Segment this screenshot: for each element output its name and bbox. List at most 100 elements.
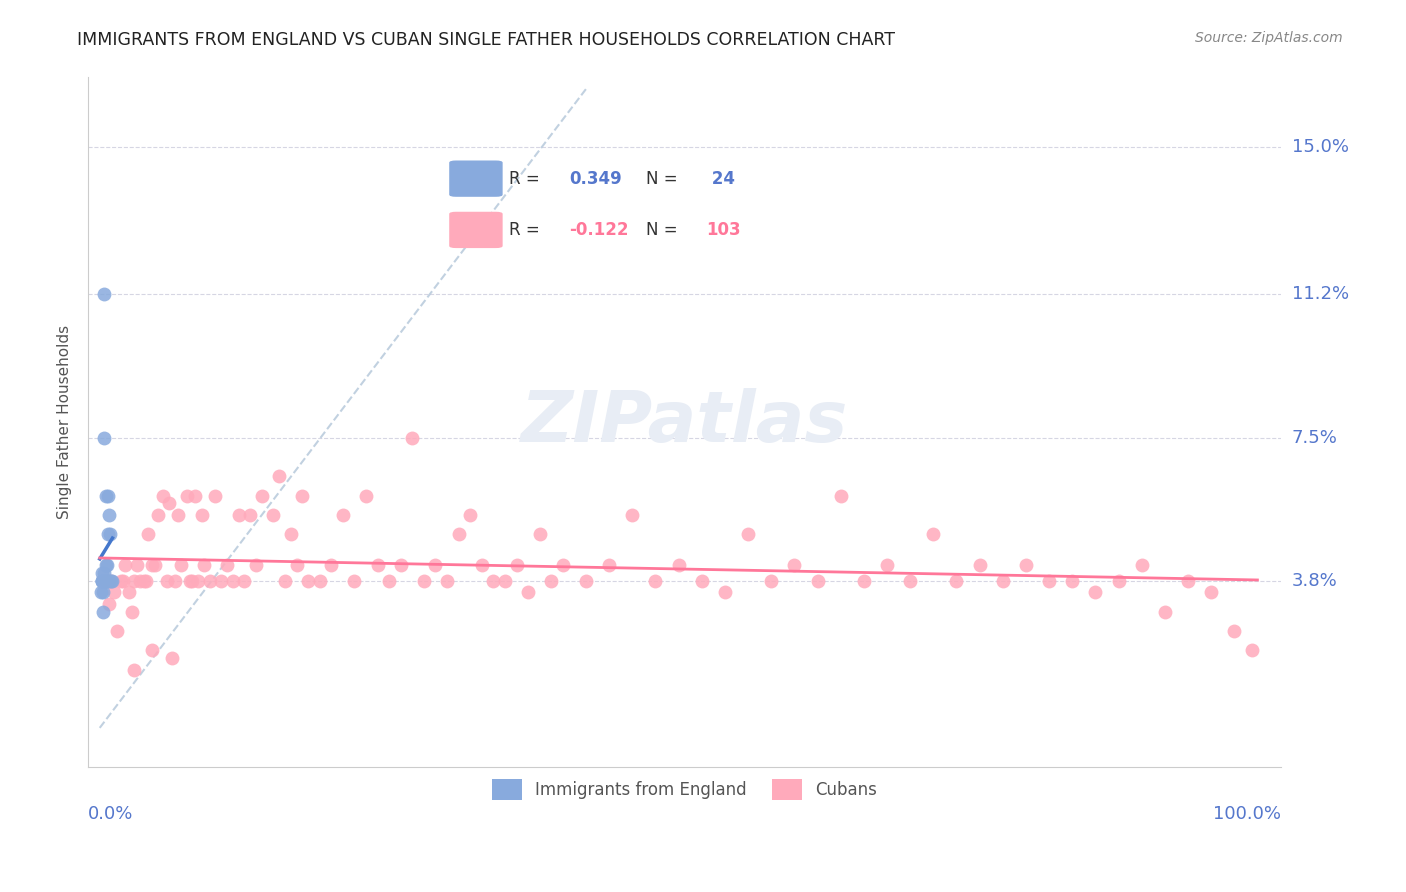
- Text: 11.2%: 11.2%: [1292, 285, 1348, 303]
- Point: [332, 508, 354, 522]
- Point: [156, 574, 179, 588]
- Point: [101, 574, 124, 588]
- Point: [1240, 643, 1263, 657]
- Point: [1038, 574, 1060, 588]
- Point: [183, 489, 205, 503]
- Point: [714, 585, 737, 599]
- Point: [285, 558, 308, 573]
- Point: [103, 585, 125, 599]
- Point: [783, 558, 806, 573]
- Point: [551, 558, 574, 573]
- Point: [198, 574, 221, 588]
- Point: [233, 574, 256, 588]
- Text: 100.0%: 100.0%: [1212, 805, 1281, 823]
- Point: [141, 558, 163, 573]
- Point: [94, 574, 117, 588]
- Point: [1153, 605, 1175, 619]
- Point: [98, 527, 121, 541]
- Point: [91, 605, 114, 619]
- Point: [494, 574, 516, 588]
- Point: [876, 558, 898, 573]
- Point: [401, 430, 423, 444]
- Point: [181, 574, 204, 588]
- Point: [187, 574, 209, 588]
- Point: [91, 566, 114, 580]
- Point: [110, 574, 132, 588]
- Point: [222, 574, 245, 588]
- Text: 7.5%: 7.5%: [1292, 428, 1337, 447]
- Point: [141, 643, 163, 657]
- Point: [280, 527, 302, 541]
- Point: [471, 558, 494, 573]
- Point: [308, 574, 330, 588]
- Point: [93, 430, 115, 444]
- Point: [204, 489, 226, 503]
- Point: [100, 574, 122, 588]
- Point: [170, 558, 193, 573]
- Text: Source: ZipAtlas.com: Source: ZipAtlas.com: [1195, 31, 1343, 45]
- Point: [291, 489, 314, 503]
- Text: IMMIGRANTS FROM ENGLAND VS CUBAN SINGLE FATHER HOUSEHOLDS CORRELATION CHART: IMMIGRANTS FROM ENGLAND VS CUBAN SINGLE …: [77, 31, 896, 49]
- Point: [737, 527, 759, 541]
- Point: [176, 489, 198, 503]
- Point: [98, 574, 121, 588]
- Point: [1223, 624, 1246, 638]
- Point: [143, 558, 166, 573]
- Point: [124, 663, 146, 677]
- Point: [94, 574, 117, 588]
- Point: [621, 508, 644, 522]
- Point: [132, 574, 155, 588]
- Point: [190, 508, 212, 522]
- Point: [91, 574, 114, 588]
- Point: [412, 574, 434, 588]
- Point: [898, 574, 921, 588]
- Point: [540, 574, 562, 588]
- Point: [121, 605, 143, 619]
- Point: [262, 508, 284, 522]
- Point: [91, 574, 114, 588]
- Point: [96, 574, 118, 588]
- Point: [1084, 585, 1107, 599]
- Point: [1199, 585, 1222, 599]
- Point: [389, 558, 412, 573]
- Point: [529, 527, 551, 541]
- Point: [239, 508, 262, 522]
- Point: [179, 574, 201, 588]
- Point: [228, 508, 250, 522]
- Point: [367, 558, 389, 573]
- Point: [97, 489, 120, 503]
- Text: 15.0%: 15.0%: [1292, 138, 1348, 156]
- Y-axis label: Single Father Households: Single Father Households: [58, 325, 72, 519]
- Text: 3.8%: 3.8%: [1292, 572, 1337, 590]
- Point: [969, 558, 991, 573]
- Point: [91, 574, 114, 588]
- Point: [505, 558, 527, 573]
- Point: [1062, 574, 1084, 588]
- Point: [447, 527, 470, 541]
- Point: [830, 489, 852, 503]
- Point: [135, 574, 157, 588]
- Point: [269, 469, 291, 483]
- Point: [425, 558, 447, 573]
- Point: [193, 558, 215, 573]
- Point: [806, 574, 828, 588]
- Point: [598, 558, 620, 573]
- Point: [378, 574, 401, 588]
- Point: [98, 508, 121, 522]
- Point: [250, 489, 273, 503]
- Point: [98, 597, 121, 611]
- Point: [644, 574, 666, 588]
- Legend: Immigrants from England, Cubans: Immigrants from England, Cubans: [485, 772, 883, 806]
- Text: 0.0%: 0.0%: [89, 805, 134, 823]
- Point: [118, 585, 141, 599]
- Point: [90, 585, 112, 599]
- Point: [160, 651, 183, 665]
- Point: [96, 558, 118, 573]
- Point: [1177, 574, 1199, 588]
- Point: [458, 508, 481, 522]
- Point: [482, 574, 505, 588]
- Point: [1130, 558, 1153, 573]
- Point: [91, 574, 114, 588]
- Point: [111, 574, 134, 588]
- Point: [991, 574, 1014, 588]
